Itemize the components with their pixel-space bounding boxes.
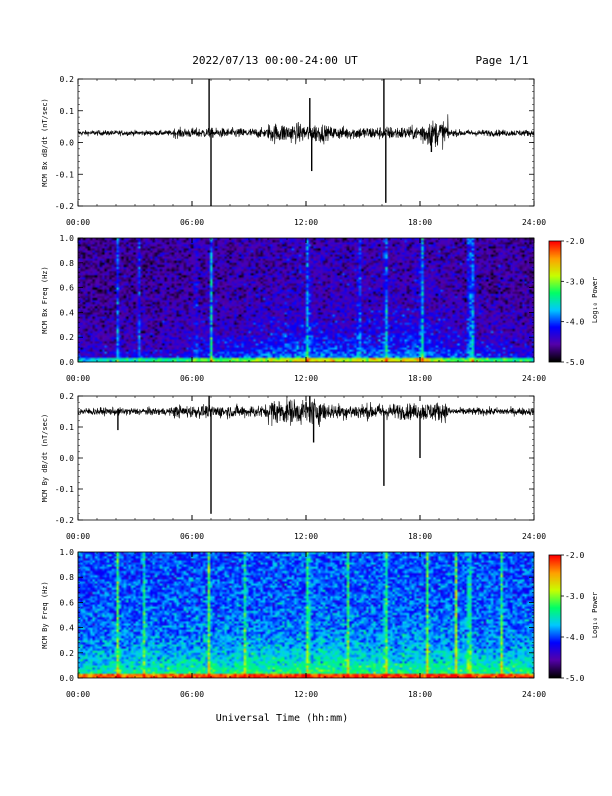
x-axis-title: Universal Time (hh:mm) <box>216 713 348 724</box>
x-tick-label: 06:00 <box>180 218 204 227</box>
colorbar-tick-label: -4.0 <box>565 633 584 642</box>
y-tick-label: -0.2 <box>55 516 74 525</box>
x-tick-label: 06:00 <box>180 690 204 699</box>
x-tick-label: 18:00 <box>408 218 432 227</box>
panel-1: 00:00 06:00 12:00 18:00 24:00 -0.2 -0.1 0.0 0.1 0… <box>41 75 546 227</box>
y-tick-label: -0.1 <box>55 170 74 179</box>
y-tick-label: 0.0 <box>60 454 75 463</box>
x-tick-label: 12:00 <box>294 532 318 541</box>
x-tick-label: 06:00 <box>180 532 204 541</box>
x-tick-label: 24:00 <box>522 218 546 227</box>
colorbar-tick-label: -5.0 <box>565 358 584 367</box>
colorbar-tick-label: -2.0 <box>565 551 584 560</box>
x-tick-label: 00:00 <box>66 218 90 227</box>
y-axis-label: MCM By dB/dt (nT/sec) <box>41 414 49 503</box>
colorbar-tick-label: -5.0 <box>565 674 584 683</box>
y-tick-label: 0.8 <box>60 259 75 268</box>
y-tick-label: 0.6 <box>60 598 75 607</box>
y-tick-label: -0.1 <box>55 485 74 494</box>
y-tick-label: 0.2 <box>60 75 75 84</box>
panels-group: 00:00 06:00 12:00 18:00 24:00 -0.2 -0.1 0.0 0.1 0… <box>41 75 599 699</box>
x-tick-label: 24:00 <box>522 532 546 541</box>
colorbar-frame <box>548 240 562 363</box>
y-tick-label: 0.8 <box>60 573 75 582</box>
y-tick-label: 0.6 <box>60 284 75 293</box>
panel-3: 00:00 06:00 12:00 18:00 24:00 -0.2 -0.1 0.0 0.1 0… <box>41 392 546 541</box>
colorbar-tick-label: -3.0 <box>565 277 584 286</box>
colorbar-tick-label: -2.0 <box>565 237 584 246</box>
y-tick-label: 1.0 <box>60 234 75 243</box>
page-title: 2022/07/13 00:00-24:00 UT <box>192 54 358 67</box>
x-tick-label: 00:00 <box>66 690 90 699</box>
colorbar-4 <box>549 555 561 678</box>
plot-frame <box>77 395 535 521</box>
spectrogram-4 <box>78 552 534 678</box>
y-tick-label: 0.1 <box>60 107 75 116</box>
x-tick-label: 12:00 <box>294 374 318 383</box>
page-number: Page 1/1 <box>476 54 529 67</box>
colorbar-frame <box>548 554 562 679</box>
y-tick-label: 0.4 <box>60 624 75 633</box>
colorbar-label: Log₁₀ Power <box>591 592 599 638</box>
x-tick-label: 18:00 <box>408 374 432 383</box>
colorbar-label: Log₁₀ Power <box>591 277 599 323</box>
colorbar-tick-label: -3.0 <box>565 592 584 601</box>
y-tick-label: 0.0 <box>60 674 75 683</box>
y-tick-label: 0.4 <box>60 308 75 317</box>
y-tick-label: 0.2 <box>60 392 75 401</box>
colorbar-tick-label: -4.0 <box>565 318 584 327</box>
x-tick-label: 18:00 <box>408 690 432 699</box>
y-tick-label: -0.2 <box>55 202 74 211</box>
y-axis-label: MCM By Freq (Hz) <box>41 581 49 648</box>
y-tick-label: 1.0 <box>60 548 75 557</box>
x-tick-label: 12:00 <box>294 218 318 227</box>
panel-2: -2.0 -3.0 -4.0 -5.0 Log₁₀ Power 00:00 06:00 12:… <box>41 234 599 383</box>
y-axis-label: MCM Bx Freq (Hz) <box>41 266 49 333</box>
x-tick-label: 00:00 <box>66 532 90 541</box>
panel-4: -2.0 -3.0 -4.0 -5.0 Log₁₀ Power 00:00 06:00 12:… <box>41 548 599 699</box>
x-tick-label: 12:00 <box>294 690 318 699</box>
x-tick-label: 00:00 <box>66 374 90 383</box>
trace-3 <box>77 396 535 428</box>
x-tick-label: 24:00 <box>522 690 546 699</box>
y-tick-label: 0.2 <box>60 649 75 658</box>
spectrogram-2 <box>78 238 534 362</box>
y-tick-label: 0.0 <box>60 358 75 367</box>
y-tick-label: 0.0 <box>60 139 75 148</box>
y-tick-label: 0.2 <box>60 333 75 342</box>
x-tick-label: 24:00 <box>522 374 546 383</box>
y-tick-label: 0.1 <box>60 423 75 432</box>
colorbar-2 <box>549 241 561 362</box>
x-tick-label: 06:00 <box>180 374 204 383</box>
plot-frame <box>77 78 535 207</box>
x-tick-label: 18:00 <box>408 532 432 541</box>
y-axis-label: MCM Bx dB/dt (nT/sec) <box>41 98 49 187</box>
trace-1 <box>77 114 535 150</box>
